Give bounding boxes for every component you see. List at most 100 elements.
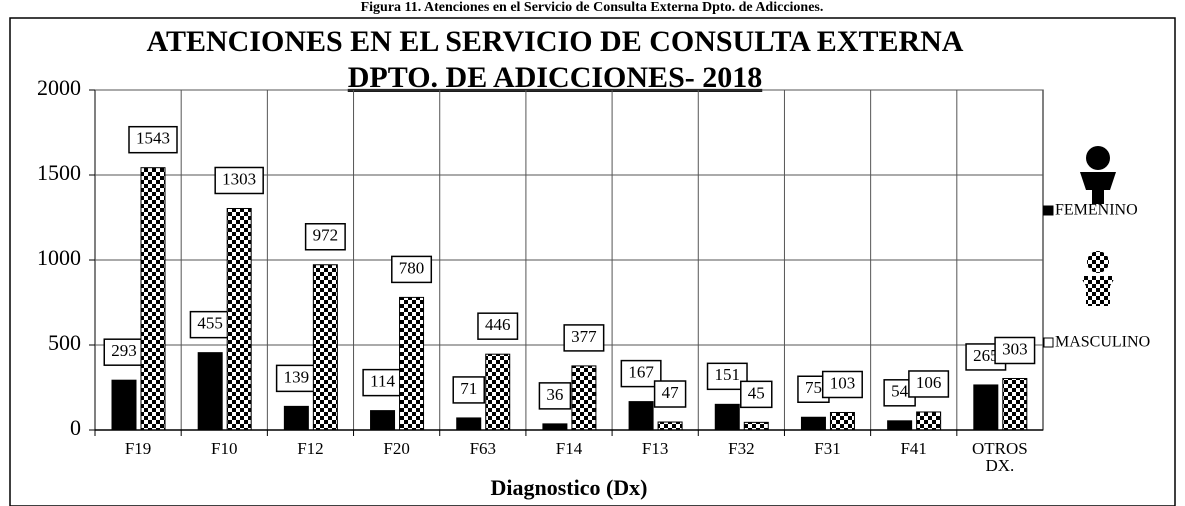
data-label-box — [103, 338, 145, 366]
chart-border — [9, 17, 1176, 506]
x-tick-label-box: F63 — [469, 440, 497, 458]
data-label-box — [477, 312, 519, 340]
chart-subtitle: DPTO. DE ADICCIONES- 2018 — [348, 61, 763, 94]
data-label: 36 — [546, 385, 563, 404]
y-tick-label: 2000 — [37, 75, 81, 100]
caption: Figura 11. Atenciones en el Servicio de … — [361, 0, 824, 15]
x-axis-title: Diagnostico (Dx) — [490, 475, 647, 500]
data-label: 455 — [197, 314, 223, 333]
data-label-box — [821, 370, 863, 399]
data-label: 265 — [973, 346, 999, 365]
legend-label: FEMENINO — [1055, 202, 1138, 219]
legend-swatch — [1043, 205, 1054, 216]
y-tick-label: 1000 — [37, 245, 81, 270]
data-label: 47 — [662, 383, 680, 402]
bar — [140, 167, 166, 431]
x-tick-label-box: F10 — [211, 440, 238, 458]
x-tick-label: F63 — [469, 440, 497, 458]
data-label: 1303 — [222, 169, 256, 188]
male-icon — [1080, 251, 1116, 306]
data-label-box — [538, 382, 572, 410]
bar — [800, 416, 826, 431]
bar — [197, 352, 223, 431]
legend-swatch — [1043, 337, 1054, 348]
data-label-box — [740, 380, 773, 409]
x-tick-label-box: F13 — [641, 440, 669, 458]
data-label: 114 — [370, 372, 395, 391]
x-tick-label: F13 — [641, 440, 669, 458]
x-tick-label: F32 — [728, 440, 755, 458]
x-tick-label-box: F31 — [814, 440, 841, 458]
bar — [628, 401, 654, 431]
x-tick-label-box: F19 — [124, 440, 152, 458]
bar — [399, 296, 425, 431]
x-tick-label: OTROS DX. — [972, 440, 1028, 475]
bar — [916, 411, 942, 431]
bar — [542, 423, 568, 431]
x-tick-label: F10 — [211, 440, 238, 458]
data-label: 45 — [748, 383, 765, 402]
x-tick-label-box: F20 — [383, 440, 410, 458]
data-label-box — [189, 310, 231, 339]
data-label-box — [362, 368, 403, 397]
data-label: 151 — [715, 365, 741, 384]
x-tick-label-box: F32 — [728, 440, 755, 458]
bar — [973, 384, 999, 431]
bar — [456, 417, 482, 431]
x-tick-label: F41 — [900, 440, 927, 458]
data-label-box — [452, 376, 485, 404]
bar — [111, 379, 137, 431]
data-label: 139 — [284, 367, 310, 386]
x-tick-label-box: OTROS DX. — [972, 440, 1028, 475]
legend-label: MASCULINO — [1055, 334, 1150, 351]
data-label-box — [563, 324, 605, 352]
x-tick-label-box: F41 — [900, 440, 927, 458]
data-label: 780 — [399, 258, 425, 277]
data-label: 71 — [460, 379, 477, 398]
bar — [657, 421, 683, 431]
bar — [743, 421, 769, 431]
x-tick-label: F31 — [814, 440, 841, 458]
data-label: 446 — [485, 315, 511, 334]
bar — [887, 420, 913, 431]
data-label-box — [908, 370, 950, 398]
data-label-box — [214, 166, 264, 195]
data-label: 167 — [628, 363, 654, 382]
bar — [714, 403, 740, 431]
x-tick-label: F12 — [297, 440, 324, 458]
bar — [312, 264, 338, 431]
data-label: 293 — [111, 341, 137, 360]
bar — [283, 405, 309, 431]
data-label-box — [391, 255, 433, 284]
data-label: 106 — [916, 373, 942, 392]
data-label: 103 — [830, 373, 856, 392]
bar — [571, 365, 597, 431]
x-tick-label: F20 — [383, 440, 410, 458]
y-tick-label: 0 — [70, 415, 81, 440]
x-tick-label: F19 — [124, 440, 152, 458]
bar — [370, 410, 396, 431]
x-tick-label-box: F12 — [297, 440, 324, 458]
bar — [226, 207, 252, 431]
data-label-box — [304, 223, 346, 251]
bar — [829, 411, 855, 431]
data-label-box — [994, 336, 1036, 365]
y-tick-label: 500 — [48, 330, 81, 355]
y-tick-label: 1500 — [37, 160, 81, 185]
data-label-box — [653, 380, 687, 408]
data-label: 75 — [805, 378, 822, 397]
data-label: 54 — [891, 382, 909, 401]
bar — [1002, 377, 1028, 431]
data-label-box — [275, 364, 317, 393]
x-tick-label-box: F14 — [555, 440, 583, 458]
data-label: 303 — [1002, 339, 1028, 358]
female-icon — [1080, 146, 1116, 204]
data-label: 1543 — [136, 129, 170, 148]
data-label: 377 — [571, 327, 597, 346]
data-label: 972 — [313, 226, 339, 245]
chart-title: ATENCIONES EN EL SERVICIO DE CONSULTA EX… — [147, 25, 964, 58]
x-tick-label: F14 — [555, 440, 583, 458]
data-label-box — [128, 125, 178, 154]
bar — [485, 353, 511, 431]
